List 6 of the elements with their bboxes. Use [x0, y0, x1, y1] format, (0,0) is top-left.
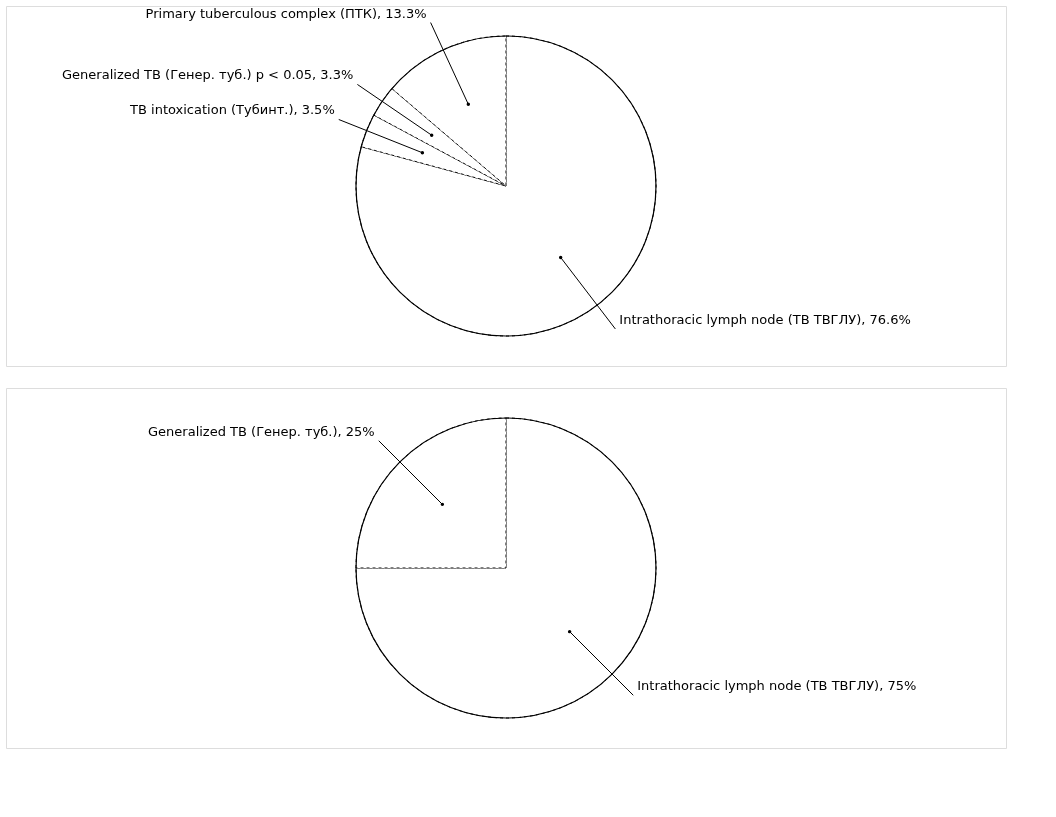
slice-label: Primary tuberculous complex (ПТК), 13.3% [145, 5, 427, 21]
slice-label: Generalized TB (Генер. туб.) p < 0.05, 3.3% [62, 67, 354, 83]
slice-label: Intrathoracic lymph node (ТВ ТВГЛУ), 76.6% [619, 311, 911, 327]
slice-label: TB intoxication (Тубинт.), 3.5% [129, 102, 335, 118]
slice-label: Intrathoracic lymph node (ТВ ТВГЛУ), 75% [637, 678, 917, 694]
slice-label: Generalized TB (Генер. туб.), 25% [148, 423, 375, 439]
